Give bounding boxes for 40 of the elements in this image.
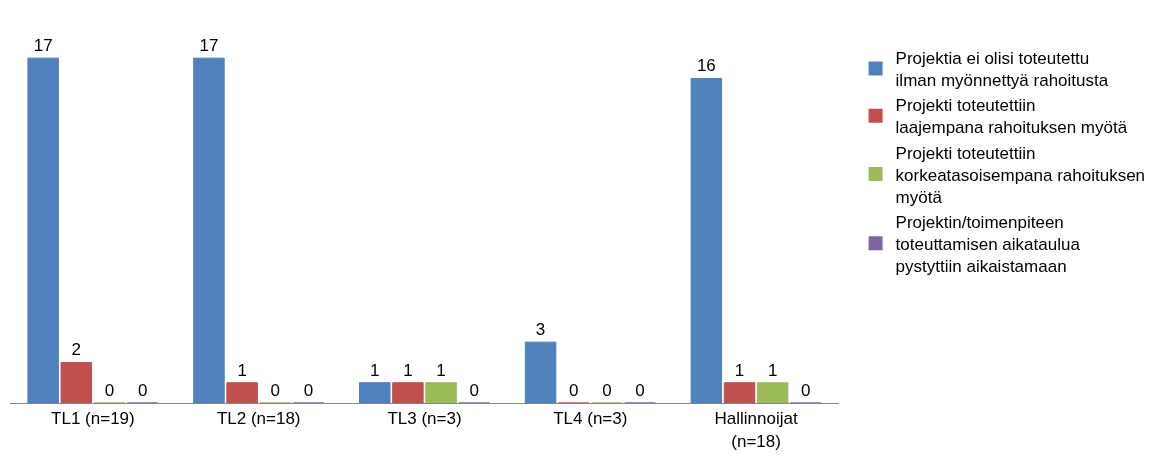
data-label: 0	[602, 381, 612, 400]
data-label: 0	[469, 381, 479, 400]
data-label: 0	[104, 381, 115, 400]
data-label: 0	[635, 381, 645, 400]
x-tick-label: TL2 (n=18)	[216, 409, 301, 429]
legend-label: Projekti toteutettiin laajempana rahoituksen myötä	[895, 96, 1128, 138]
data-label: 1	[370, 360, 380, 380]
bar	[60, 361, 93, 403]
data-label: 0	[270, 381, 281, 400]
bar	[226, 382, 258, 403]
x-tick-label: TL4 (n=3)	[553, 409, 628, 429]
bar	[392, 382, 424, 403]
data-label: 3	[535, 320, 546, 340]
x-tick-label: Hallinnoijat (n=18)	[714, 409, 798, 451]
data-label: 16	[696, 56, 716, 76]
bar	[27, 57, 59, 403]
data-label: 17	[33, 36, 53, 56]
data-label: 0	[303, 381, 314, 400]
bar	[690, 77, 723, 403]
data-label: 0	[801, 381, 811, 400]
data-label: 0	[137, 381, 148, 400]
bar	[193, 57, 225, 403]
data-label: 1	[403, 360, 413, 380]
data-label: 1	[436, 360, 446, 380]
bar	[425, 382, 457, 403]
data-label: 17	[199, 36, 219, 56]
bar	[359, 382, 391, 403]
x-tick-label: TL1 (n=19)	[51, 409, 135, 429]
data-label: 1	[734, 360, 745, 380]
bar	[723, 382, 756, 403]
bar	[524, 341, 557, 403]
data-label: 1	[237, 360, 247, 380]
data-label: 2	[71, 340, 82, 360]
x-tick-label: TL3 (n=3)	[387, 409, 462, 429]
data-label: 1	[767, 360, 778, 380]
legend-label: Projektin/toimenpiteen toteuttamisen aikataulua pystyttiin aikaistamaan	[895, 212, 1081, 277]
data-label: 0	[568, 381, 579, 400]
legend-label: Projekti toteutettiin korkeatasoisempana rahoituksen myötä	[895, 143, 1146, 207]
bar	[756, 382, 789, 403]
legend-label: Projektia ei olisi toteutettu ilman myönnettyä rahoitusta	[895, 49, 1109, 91]
